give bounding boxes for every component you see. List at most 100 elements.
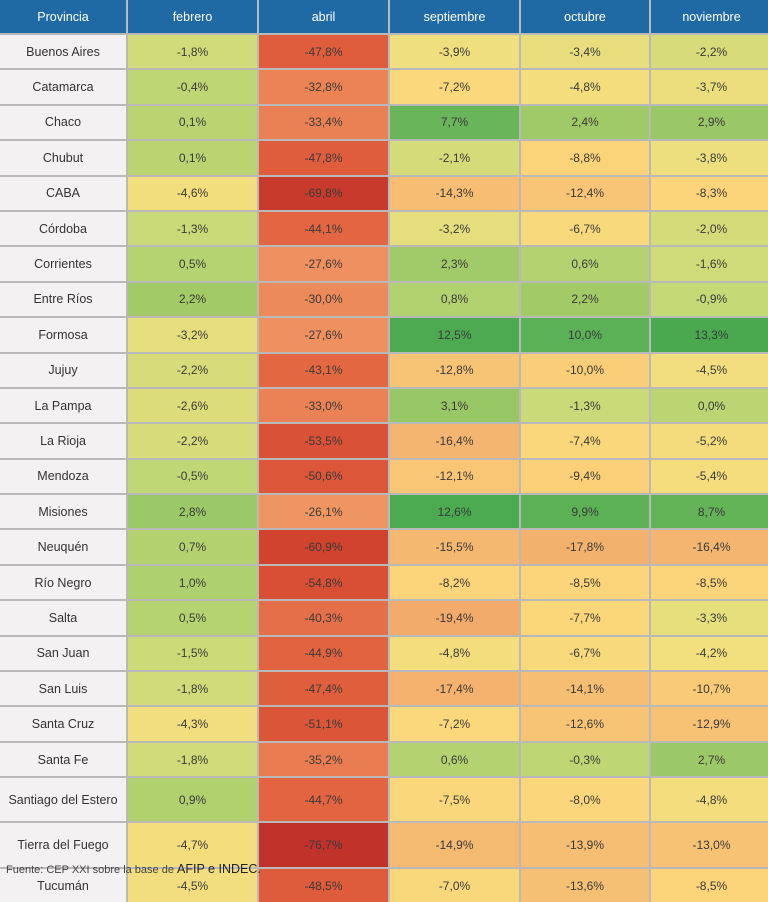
row-label: Corrientes — [0, 247, 126, 281]
row-label: Mendoza — [0, 459, 126, 494]
heatmap-cell: -14,9% — [390, 823, 519, 868]
heatmap-cell: -3,2% — [390, 211, 519, 246]
heatmap-cell: -2,1% — [390, 141, 519, 175]
heatmap-cell: -4,5% — [651, 353, 768, 387]
heatmap-cell: -12,4% — [521, 176, 649, 210]
heatmap-cell: -0,5% — [128, 459, 257, 494]
row-label: Santiago del Estero — [0, 778, 126, 822]
heatmap-cell: -1,8% — [128, 672, 257, 706]
heatmap-cell: 0,8% — [390, 282, 519, 317]
heatmap-cell: -54,8% — [259, 565, 388, 600]
heatmap-cell: -0,3% — [521, 742, 649, 777]
heatmap-cell: -3,2% — [128, 318, 257, 352]
heatmap-cell: 12,6% — [390, 495, 519, 529]
heatmap-cell: -27,6% — [259, 247, 388, 281]
row-label: Chaco — [0, 105, 126, 140]
heatmap-cell: -50,6% — [259, 459, 388, 494]
heatmap-cell: -4,8% — [390, 636, 519, 671]
heatmap-cell: -17,8% — [521, 530, 649, 564]
heatmap-cell: -48,5% — [259, 869, 388, 902]
row-label: Entre Ríos — [0, 282, 126, 317]
heatmap-cell: -43,1% — [259, 353, 388, 387]
heatmap-cell: -12,6% — [521, 707, 649, 741]
heatmap-cell: 0,5% — [128, 247, 257, 281]
heatmap-cell: -12,8% — [390, 353, 519, 387]
heatmap-cell: -9,4% — [521, 459, 649, 494]
heatmap-cell: -8,0% — [521, 778, 649, 822]
row-label: Santa Cruz — [0, 707, 126, 741]
heatmap-cell: -40,3% — [259, 601, 388, 635]
heatmap-cell: -32,8% — [259, 70, 388, 104]
heatmap-cell: -35,2% — [259, 742, 388, 777]
heatmap-cell: -7,0% — [390, 869, 519, 902]
heatmap-cell: -4,8% — [651, 778, 768, 822]
heatmap-cell: -7,5% — [390, 778, 519, 822]
heatmap-cell: -2,2% — [128, 353, 257, 387]
heatmap-cell: -7,4% — [521, 424, 649, 458]
heatmap-cell: -8,5% — [521, 565, 649, 600]
row-label: Catamarca — [0, 70, 126, 104]
heatmap-cell: -7,2% — [390, 707, 519, 741]
row-label: Salta — [0, 601, 126, 635]
heatmap-cell: -1,6% — [651, 247, 768, 281]
column-header-octubre: octubre — [521, 0, 649, 33]
heatmap-cell: -4,3% — [128, 707, 257, 741]
heatmap-cell: -12,1% — [390, 459, 519, 494]
heatmap-cell: -3,3% — [651, 601, 768, 635]
heatmap-cell: -2,0% — [651, 211, 768, 246]
heatmap-cell: -2,2% — [128, 424, 257, 458]
heatmap-cell: 0,7% — [128, 530, 257, 564]
heatmap-cell: -14,1% — [521, 672, 649, 706]
row-label: Formosa — [0, 318, 126, 352]
heatmap-cell: 12,5% — [390, 318, 519, 352]
heatmap-cell: -10,7% — [651, 672, 768, 706]
heatmap-cell: 0,5% — [128, 601, 257, 635]
heatmap-cell: 2,2% — [128, 282, 257, 317]
heatmap-cell: -14,3% — [390, 176, 519, 210]
heatmap-cell: -33,0% — [259, 388, 388, 423]
heatmap-cell: -12,9% — [651, 707, 768, 741]
heatmap-cell: -2,2% — [651, 35, 768, 69]
row-label: La Rioja — [0, 424, 126, 458]
heatmap-cell: -0,9% — [651, 282, 768, 317]
heatmap-cell: 0,0% — [651, 388, 768, 423]
row-label: Santa Fe — [0, 742, 126, 777]
heatmap-cell: -44,7% — [259, 778, 388, 822]
row-label: Tierra del Fuego — [0, 823, 126, 868]
heatmap-cell: -1,8% — [128, 742, 257, 777]
heatmap-cell: -3,8% — [651, 141, 768, 175]
heatmap-cell: -1,8% — [128, 35, 257, 69]
heatmap-cell: -13,0% — [651, 823, 768, 868]
heatmap-cell: 2,9% — [651, 105, 768, 140]
heatmap-cell: -47,4% — [259, 672, 388, 706]
row-label: Buenos Aires — [0, 35, 126, 69]
heatmap-cell: -16,4% — [651, 530, 768, 564]
heatmap-cell: -2,6% — [128, 388, 257, 423]
heatmap-cell: 3,1% — [390, 388, 519, 423]
heatmap-cell: -3,9% — [390, 35, 519, 69]
heatmap-cell: 0,9% — [128, 778, 257, 822]
heatmap-cell: -33,4% — [259, 105, 388, 140]
heatmap-cell: -4,7% — [128, 823, 257, 868]
heatmap-cell: -1,5% — [128, 636, 257, 671]
heatmap-cell: 9,9% — [521, 495, 649, 529]
heatmap-cell: -4,8% — [521, 70, 649, 104]
heatmap-cell: 0,6% — [390, 742, 519, 777]
row-label: San Luis — [0, 672, 126, 706]
row-label: Neuquén — [0, 530, 126, 564]
heatmap-cell: -30,0% — [259, 282, 388, 317]
heatmap-cell: -53,5% — [259, 424, 388, 458]
heatmap-cell: -8,8% — [521, 141, 649, 175]
row-label: Córdoba — [0, 211, 126, 246]
row-label: La Pampa — [0, 388, 126, 423]
heatmap-cell: -16,4% — [390, 424, 519, 458]
heatmap-cell: -6,7% — [521, 636, 649, 671]
heatmap-cell: -4,6% — [128, 176, 257, 210]
heatmap-cell: -3,7% — [651, 70, 768, 104]
heatmap-cell: -7,7% — [521, 601, 649, 635]
column-header-noviembre: noviembre — [651, 0, 768, 33]
heatmap-cell: 13,3% — [651, 318, 768, 352]
heatmap-cell: -7,2% — [390, 70, 519, 104]
heatmap-cell: -5,2% — [651, 424, 768, 458]
